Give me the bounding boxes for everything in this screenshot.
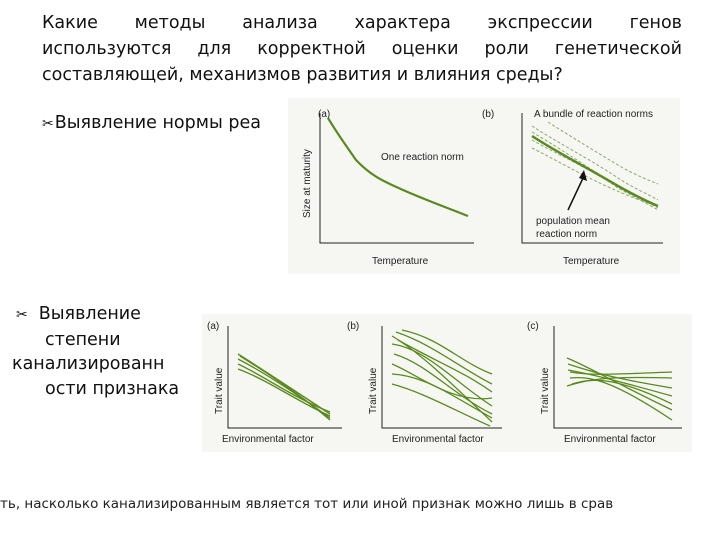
reaction-norm-dashed-4 bbox=[531, 147, 659, 207]
scissors-icon: ✂ bbox=[42, 116, 54, 132]
panel-a-label-2: (a) bbox=[207, 321, 219, 332]
question-line-1: Какие методы анализа характера экспресси… bbox=[42, 13, 682, 33]
panel-b-axes-2 bbox=[381, 326, 502, 429]
panel-a-lines bbox=[237, 353, 331, 421]
question-line-2: используются для корректной оценки роли … bbox=[42, 39, 682, 59]
bullet-reaction-norm: ✂Выявление нормы реа bbox=[42, 110, 261, 137]
panel-b-annotation-1: population mean bbox=[536, 216, 610, 227]
panel-c-lines bbox=[566, 357, 673, 421]
panel-b-axes bbox=[521, 113, 663, 244]
panel-a-xlabel-2: Environmental factor bbox=[222, 434, 314, 445]
panel-c-ylabel-2: Trait value bbox=[540, 367, 551, 414]
bullet-reaction-norm-text: Выявление нормы реа bbox=[54, 113, 261, 133]
question-text: Какие методы анализа характера экспресси… bbox=[42, 10, 682, 88]
scissors-icon: ✂ bbox=[16, 307, 28, 323]
panel-b-annotation-2: reaction norm bbox=[536, 229, 597, 240]
panel-a-xlabel: Temperature bbox=[372, 256, 429, 267]
panel-a-ylabel: Size at maturity bbox=[302, 149, 313, 218]
reaction-norm-dashed-5 bbox=[547, 121, 659, 185]
arrow-head-icon bbox=[579, 170, 587, 181]
bullet-canalization-line-2: степени bbox=[45, 329, 121, 350]
panel-c-xlabel-2: Environmental factor bbox=[564, 434, 656, 445]
panel-b-title: A bundle of reaction norms bbox=[534, 109, 653, 120]
figure-background bbox=[288, 98, 680, 274]
panel-b-label: (b) bbox=[482, 109, 494, 120]
reaction-norm-figure: (a) Size at maturity One reaction norm T… bbox=[288, 98, 680, 274]
panel-c-label-2: (c) bbox=[527, 321, 539, 332]
bullet-canalization-line-1: Выявление bbox=[38, 304, 141, 324]
panel-b-xlabel: Temperature bbox=[563, 256, 620, 267]
panel-b-ylabel-2: Trait value bbox=[368, 367, 379, 414]
reaction-norm-line bbox=[327, 117, 469, 218]
population-mean-line bbox=[531, 134, 659, 208]
annotation-arrow bbox=[567, 175, 585, 211]
panel-a-annotation: One reaction norm bbox=[381, 152, 464, 163]
reaction-norm-dashed-3 bbox=[531, 139, 659, 211]
bullet-canalization-line-4: ости признака bbox=[45, 378, 180, 399]
panel-a-ylabel-2: Trait value bbox=[214, 367, 225, 414]
bullet-canalization: ✂ Выявление степени канализированн ости п… bbox=[12, 302, 179, 401]
panel-b-xlabel-2: Environmental factor bbox=[392, 434, 484, 445]
panel-b-label-2: (b) bbox=[347, 321, 359, 332]
canalization-figure: (a) Trait value Environmental factor (b)… bbox=[202, 314, 692, 452]
panel-c-axes-2 bbox=[553, 326, 682, 429]
panel-b-lines bbox=[391, 329, 493, 427]
panel-a-axes bbox=[319, 113, 474, 244]
question-line-3: составляющей, механизмов развития и влия… bbox=[42, 65, 563, 85]
bullet-canalization-line-3: канализированн bbox=[12, 354, 165, 374]
panel-a-axes-2 bbox=[227, 326, 342, 429]
reaction-norm-dashed-1 bbox=[531, 125, 659, 201]
panel-a-label: (a) bbox=[318, 109, 330, 120]
bottom-text: ть, насколько канализированным является … bbox=[0, 496, 614, 512]
